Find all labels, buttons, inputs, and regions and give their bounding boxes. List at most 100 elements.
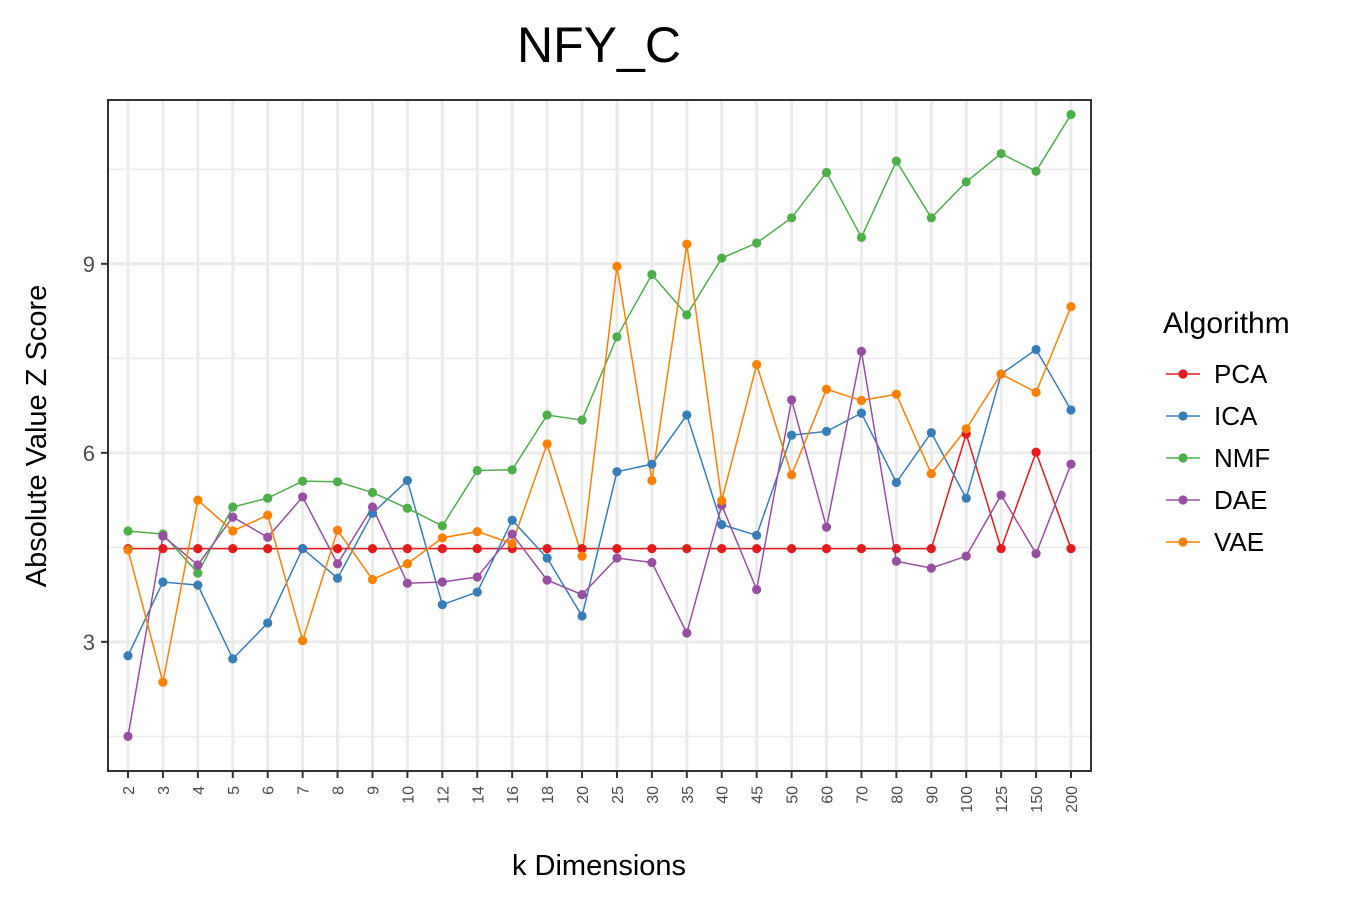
point-dae <box>507 529 517 539</box>
point-dae <box>612 553 622 563</box>
point-ica <box>717 520 727 530</box>
point-nmf <box>996 148 1006 159</box>
x-tick-label: 6 <box>261 786 278 795</box>
x-tick-label: 8 <box>331 786 348 795</box>
point-nmf <box>926 213 936 223</box>
point-pca <box>542 543 552 554</box>
plot-panel-border <box>107 99 1092 772</box>
point-pca <box>647 543 657 554</box>
series-lines <box>127 114 1072 737</box>
point-nmf <box>472 465 482 476</box>
y-tick-label: 9 <box>83 252 95 277</box>
point-ica <box>158 577 168 587</box>
point-vae <box>1066 302 1076 312</box>
point-ica <box>1031 344 1041 355</box>
point-dae <box>123 731 133 741</box>
point-vae <box>821 384 832 394</box>
x-tick-label: 80 <box>889 786 906 804</box>
point-nmf <box>682 310 692 320</box>
point-vae <box>402 559 413 569</box>
legend-key-point-vae <box>1178 537 1188 547</box>
point-nmf <box>786 213 797 223</box>
point-vae <box>612 261 622 271</box>
series-points <box>123 109 1076 741</box>
point-dae <box>263 532 273 542</box>
point-pca <box>717 543 727 554</box>
legend-key-point-dae <box>1178 495 1188 505</box>
point-dae <box>542 575 552 585</box>
point-pca <box>1031 447 1041 457</box>
x-tick-label: 20 <box>575 786 592 804</box>
point-dae <box>158 531 168 541</box>
x-tick-label: 18 <box>540 786 557 804</box>
point-pca <box>332 543 343 554</box>
point-dae <box>367 502 378 512</box>
x-tick-label: 2 <box>121 786 138 795</box>
point-nmf <box>647 269 657 280</box>
point-dae <box>1066 459 1076 469</box>
x-tick-label: 45 <box>750 786 767 804</box>
point-nmf <box>228 502 238 512</box>
point-ica <box>367 508 378 518</box>
point-vae <box>891 389 901 399</box>
point-vae <box>856 395 867 406</box>
point-nmf <box>752 238 762 248</box>
point-dae <box>961 551 971 561</box>
point-nmf <box>507 465 517 475</box>
x-tick-label: 4 <box>191 786 208 795</box>
point-dae <box>891 556 901 566</box>
point-nmf <box>1031 166 1041 176</box>
point-ica <box>507 515 517 525</box>
point-ica <box>263 618 273 628</box>
series-line-nmf <box>127 114 1072 575</box>
point-ica <box>612 467 622 477</box>
point-vae <box>228 526 238 536</box>
point-nmf <box>1066 109 1076 120</box>
x-tick-label: 7 <box>296 786 313 795</box>
point-dae <box>647 557 657 568</box>
point-ica <box>332 573 343 583</box>
point-dae <box>228 512 238 522</box>
x-tick-label: 90 <box>924 786 941 804</box>
point-nmf <box>821 167 832 178</box>
series-line-vae <box>127 244 1072 683</box>
x-tick-label: 10 <box>400 786 417 804</box>
point-ica <box>123 651 133 661</box>
chart-title: NFY_C <box>517 17 681 73</box>
point-dae <box>786 395 797 405</box>
x-tick-label: 5 <box>226 786 243 795</box>
point-ica <box>577 611 587 621</box>
point-ica <box>228 654 238 664</box>
point-dae <box>1031 549 1041 559</box>
legend-key-point-pca <box>1178 369 1188 379</box>
point-pca <box>996 543 1006 554</box>
point-dae <box>752 584 762 595</box>
legend-label-pca: PCA <box>1214 359 1268 389</box>
point-ica <box>891 477 901 488</box>
point-pca <box>158 543 168 554</box>
point-pca <box>437 543 447 554</box>
x-tick-label: 40 <box>715 786 732 804</box>
point-vae <box>752 360 762 370</box>
point-dae <box>996 490 1006 500</box>
point-ica <box>682 410 692 420</box>
point-ica <box>1066 405 1076 415</box>
grid-lines <box>108 100 1091 771</box>
point-nmf <box>367 487 378 498</box>
point-nmf <box>612 332 622 342</box>
point-nmf <box>542 410 552 420</box>
x-tick-label: 100 <box>959 786 976 813</box>
point-vae <box>717 496 727 506</box>
y-tick-label: 6 <box>83 441 95 466</box>
point-pca <box>786 543 797 554</box>
x-tick-label: 200 <box>1064 786 1081 813</box>
point-nmf <box>437 521 447 531</box>
point-pca <box>263 543 273 554</box>
point-vae <box>961 424 971 434</box>
point-vae <box>1031 387 1041 397</box>
legend-title: Algorithm <box>1163 307 1290 340</box>
point-vae <box>577 551 587 561</box>
x-tick-label: 70 <box>854 786 871 804</box>
point-ica <box>402 475 413 486</box>
point-nmf <box>298 476 308 486</box>
